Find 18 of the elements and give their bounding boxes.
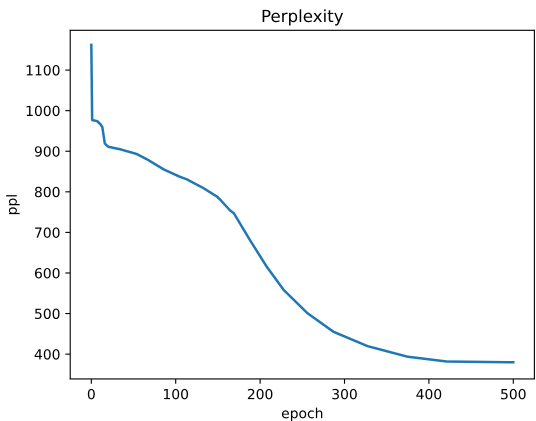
y-tick-label: 900 xyxy=(34,146,60,157)
x-tick-label: 200 xyxy=(248,388,272,400)
y-tick-label: 600 xyxy=(34,268,60,278)
y-tick-label: 1100 xyxy=(26,65,60,76)
y-tick-label: 400 xyxy=(34,349,60,360)
y-tick-label: 1000 xyxy=(26,106,60,116)
line-series xyxy=(90,44,515,364)
x-tick-label: 100 xyxy=(164,388,188,400)
y-tick-label: 500 xyxy=(35,308,60,320)
chart-title: Perplexity xyxy=(262,9,344,26)
y-tick-label: 700 xyxy=(35,227,60,238)
x-tick-label: 0 xyxy=(88,388,95,400)
y-axis-title: ppl xyxy=(6,195,20,214)
x-tick-label: 400 xyxy=(416,388,442,400)
x-tick-label: 500 xyxy=(501,388,526,400)
x-axis-title: epoch xyxy=(282,408,322,421)
x-tick-label: 300 xyxy=(332,388,357,400)
y-tick-label: 800 xyxy=(34,186,60,198)
